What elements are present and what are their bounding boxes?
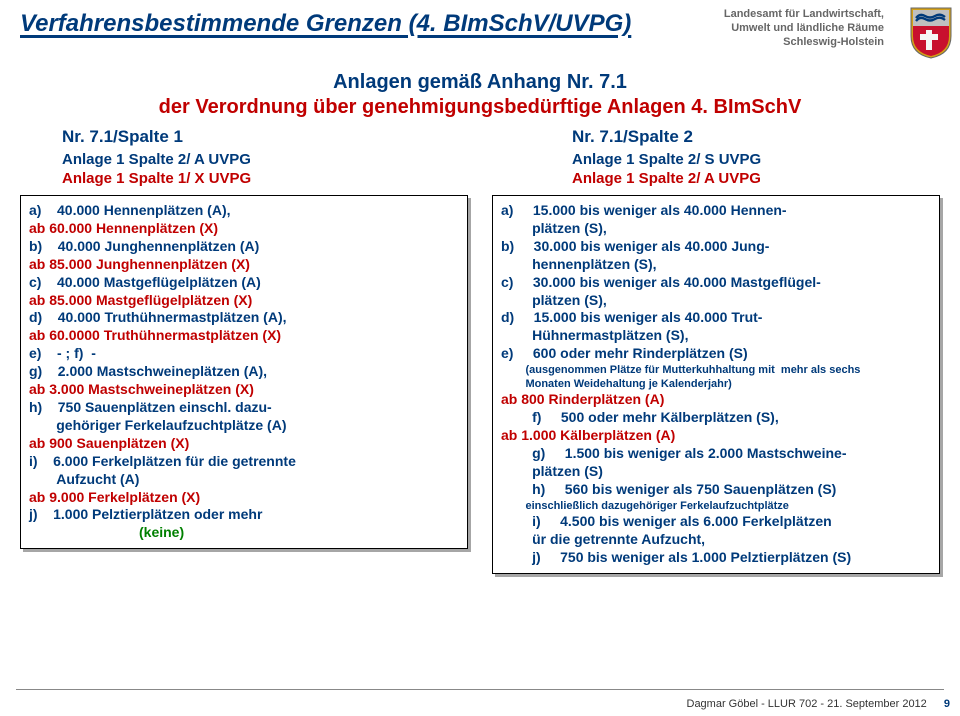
list-item: ab 900 Sauenplätzen (X) bbox=[29, 435, 459, 453]
list-item: f) 500 oder mehr Kälberplätzen (S), bbox=[501, 409, 931, 427]
left-col-sub1: Anlage 1 Spalte 2/ A UVPG bbox=[62, 151, 468, 170]
subtitle-line1: Anlagen gemäß Anhang Nr. 7.1 bbox=[20, 71, 940, 94]
footer-rule bbox=[16, 689, 944, 690]
list-item: hennenplätzen (S), bbox=[501, 256, 931, 274]
list-item: einschließlich dazugehöriger Ferkelaufzu… bbox=[501, 499, 931, 513]
list-item: ab 60.000 Hennenplätzen (X) bbox=[29, 220, 459, 238]
footer: Dagmar Göbel - LLUR 702 - 21. September … bbox=[687, 698, 951, 710]
list-item: ür die getrennte Aufzucht, bbox=[501, 531, 931, 549]
org-line: Landesamt für Landwirtschaft, bbox=[724, 8, 884, 22]
list-item: Hühnermastplätzen (S), bbox=[501, 327, 931, 345]
list-item: (keine) bbox=[29, 524, 459, 542]
left-col-sub2: Anlage 1 Spalte 1/ X UVPG bbox=[62, 170, 468, 187]
list-item: i) 4.500 bis weniger als 6.000 Ferkelplä… bbox=[501, 513, 931, 531]
list-item: d) 40.000 Truthühnermastplätzen (A), bbox=[29, 309, 459, 327]
list-item: ab 800 Rinderplätzen (A) bbox=[501, 391, 931, 409]
left-column: Nr. 7.1/Spalte 1 Anlage 1 Spalte 2/ A UV… bbox=[20, 127, 468, 573]
list-item: b) 40.000 Junghennenplätzen (A) bbox=[29, 238, 459, 256]
list-item: ab 3.000 Mastschweineplätzen (X) bbox=[29, 381, 459, 399]
list-item: g) 2.000 Mastschweineplätzen (A), bbox=[29, 363, 459, 381]
list-item: c) 40.000 Mastgeflügelplätzen (A) bbox=[29, 274, 459, 292]
list-item: a) 15.000 bis weniger als 40.000 Hennen- bbox=[501, 202, 931, 220]
list-item: j) 750 bis weniger als 1.000 Pelztierplä… bbox=[501, 549, 931, 567]
list-item: plätzen (S), bbox=[501, 292, 931, 310]
org-line: Umwelt und ländliche Räume bbox=[724, 22, 884, 36]
org-line: Schleswig-Holstein bbox=[724, 36, 884, 50]
list-item: e) - ; f) - bbox=[29, 345, 459, 363]
list-item: d) 15.000 bis weniger als 40.000 Trut- bbox=[501, 309, 931, 327]
page-title: Verfahrensbestimmende Grenzen (4. BImSch… bbox=[20, 10, 631, 38]
subtitle-line2: der Verordnung über genehmigungsbedürfti… bbox=[20, 96, 940, 119]
list-item: j) 1.000 Pelztierplätzen oder mehr bbox=[29, 506, 459, 524]
list-item: ab 1.000 Kälberplätzen (A) bbox=[501, 427, 931, 445]
right-col-sub1: Anlage 1 Spalte 2/ S UVPG bbox=[572, 151, 940, 170]
right-col-head: Nr. 7.1/Spalte 2 bbox=[572, 127, 940, 147]
left-col-head: Nr. 7.1/Spalte 1 bbox=[62, 127, 468, 147]
right-column: Nr. 7.1/Spalte 2 Anlage 1 Spalte 2/ S UV… bbox=[492, 127, 940, 573]
list-item: Aufzucht (A) bbox=[29, 471, 459, 489]
list-item: gehöriger Ferkelaufzuchtplätze (A) bbox=[29, 417, 459, 435]
list-item: h) 560 bis weniger als 750 Sauenplätzen … bbox=[501, 481, 931, 499]
list-item: ab 85.000 Junghennenplätzen (X) bbox=[29, 256, 459, 274]
list-item: Monaten Weidehaltung je Kalenderjahr) bbox=[501, 377, 931, 391]
crest-icon bbox=[908, 6, 954, 60]
list-item: g) 1.500 bis weniger als 2.000 Mastschwe… bbox=[501, 445, 931, 463]
list-item: plätzen (S) bbox=[501, 463, 931, 481]
list-item: e) 600 oder mehr Rinderplätzen (S) bbox=[501, 345, 931, 363]
list-item: ab 85.000 Mastgeflügelplätzen (X) bbox=[29, 292, 459, 310]
list-item: a) 40.000 Hennenplätzen (A), bbox=[29, 202, 459, 220]
left-box: a) 40.000 Hennenplätzen (A),ab 60.000 He… bbox=[20, 195, 468, 549]
right-col-sub2: Anlage 1 Spalte 2/ A UVPG bbox=[572, 170, 940, 187]
footer-text: Dagmar Göbel - LLUR 702 - 21. September … bbox=[687, 698, 927, 710]
list-item: ab 60.0000 Truthühnermastplätzen (X) bbox=[29, 327, 459, 345]
right-box: a) 15.000 bis weniger als 40.000 Hennen-… bbox=[492, 195, 940, 574]
list-item: (ausgenommen Plätze für Mutterkuhhaltung… bbox=[501, 363, 931, 377]
list-item: b) 30.000 bis weniger als 40.000 Jung- bbox=[501, 238, 931, 256]
subtitle-block: Anlagen gemäß Anhang Nr. 7.1 der Verordn… bbox=[20, 71, 940, 119]
list-item: h) 750 Sauenplätzen einschl. dazu- bbox=[29, 399, 459, 417]
list-item: c) 30.000 bis weniger als 40.000 Mastgef… bbox=[501, 274, 931, 292]
list-item: plätzen (S), bbox=[501, 220, 931, 238]
list-item: i) 6.000 Ferkelplätzen für die getrennte bbox=[29, 453, 459, 471]
page-number: 9 bbox=[944, 698, 950, 710]
list-item: ab 9.000 Ferkelplätzen (X) bbox=[29, 489, 459, 507]
org-block: Landesamt für Landwirtschaft, Umwelt und… bbox=[724, 8, 884, 49]
